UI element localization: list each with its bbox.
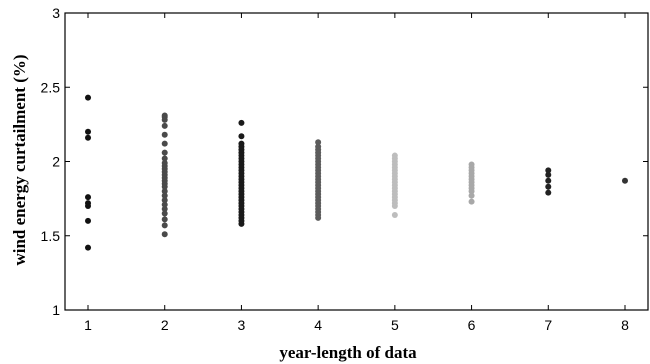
- data-point: [85, 203, 92, 210]
- data-point: [85, 194, 92, 201]
- data-point: [238, 220, 245, 227]
- data-point: [161, 140, 168, 147]
- data-point: [621, 177, 628, 184]
- data-point: [161, 122, 168, 129]
- data-point: [315, 214, 322, 221]
- x-axis-title: year-length of data: [279, 343, 417, 362]
- data-points: [85, 94, 628, 251]
- y-tick-label: 1: [52, 302, 60, 318]
- data-point: [161, 192, 168, 199]
- data-point: [545, 171, 552, 178]
- series-1: [85, 94, 92, 251]
- data-point: [545, 177, 552, 184]
- plot-area: [64, 12, 649, 311]
- data-point: [161, 210, 168, 217]
- y-axis-ticks: 1 1.5 2 2.5 3: [41, 5, 648, 318]
- x-tick-label: 1: [84, 317, 92, 333]
- data-point: [161, 155, 168, 162]
- data-point: [468, 188, 475, 195]
- data-point: [545, 189, 552, 196]
- data-point: [468, 198, 475, 205]
- x-tick-label: 2: [161, 317, 169, 333]
- data-point: [315, 139, 322, 146]
- series-8: [621, 177, 628, 184]
- data-point: [391, 211, 398, 218]
- x-tick-label: 6: [468, 317, 476, 333]
- data-point: [85, 134, 92, 141]
- x-tick-label: 7: [544, 317, 552, 333]
- data-point: [238, 119, 245, 126]
- series-6: [468, 161, 475, 205]
- y-tick-label: 2: [52, 154, 60, 170]
- x-tick-label: 8: [621, 317, 629, 333]
- series-3: [238, 119, 245, 227]
- data-point: [85, 217, 92, 224]
- data-point: [391, 203, 398, 210]
- data-point: [545, 167, 552, 174]
- data-point: [161, 116, 168, 123]
- data-point: [238, 133, 245, 140]
- data-point: [161, 197, 168, 204]
- y-axis-title: wind energy curtailment (%): [10, 54, 29, 265]
- data-point: [468, 192, 475, 199]
- data-point: [161, 216, 168, 223]
- x-axis-ticks: 1 2 3 4 5 6 7 8: [84, 13, 629, 333]
- y-tick-label: 1.5: [41, 228, 61, 244]
- data-point: [545, 183, 552, 190]
- data-point: [85, 128, 92, 135]
- series-7: [545, 167, 552, 196]
- x-tick-label: 5: [391, 317, 399, 333]
- series-5: [391, 152, 398, 218]
- data-point: [85, 244, 92, 251]
- series-2: [161, 112, 168, 238]
- y-tick-label: 3: [52, 5, 60, 21]
- data-point: [161, 149, 168, 156]
- plot-frame: [64, 12, 649, 311]
- data-point: [161, 206, 168, 213]
- data-point: [161, 183, 168, 190]
- data-point: [161, 222, 168, 229]
- x-tick-label: 4: [314, 317, 322, 333]
- data-point: [161, 188, 168, 195]
- data-point: [161, 131, 168, 138]
- series-4: [315, 139, 322, 221]
- data-point: [161, 231, 168, 238]
- data-point: [85, 94, 92, 101]
- y-tick-label: 2.5: [41, 79, 61, 95]
- x-tick-label: 3: [238, 317, 246, 333]
- data-point: [161, 201, 168, 208]
